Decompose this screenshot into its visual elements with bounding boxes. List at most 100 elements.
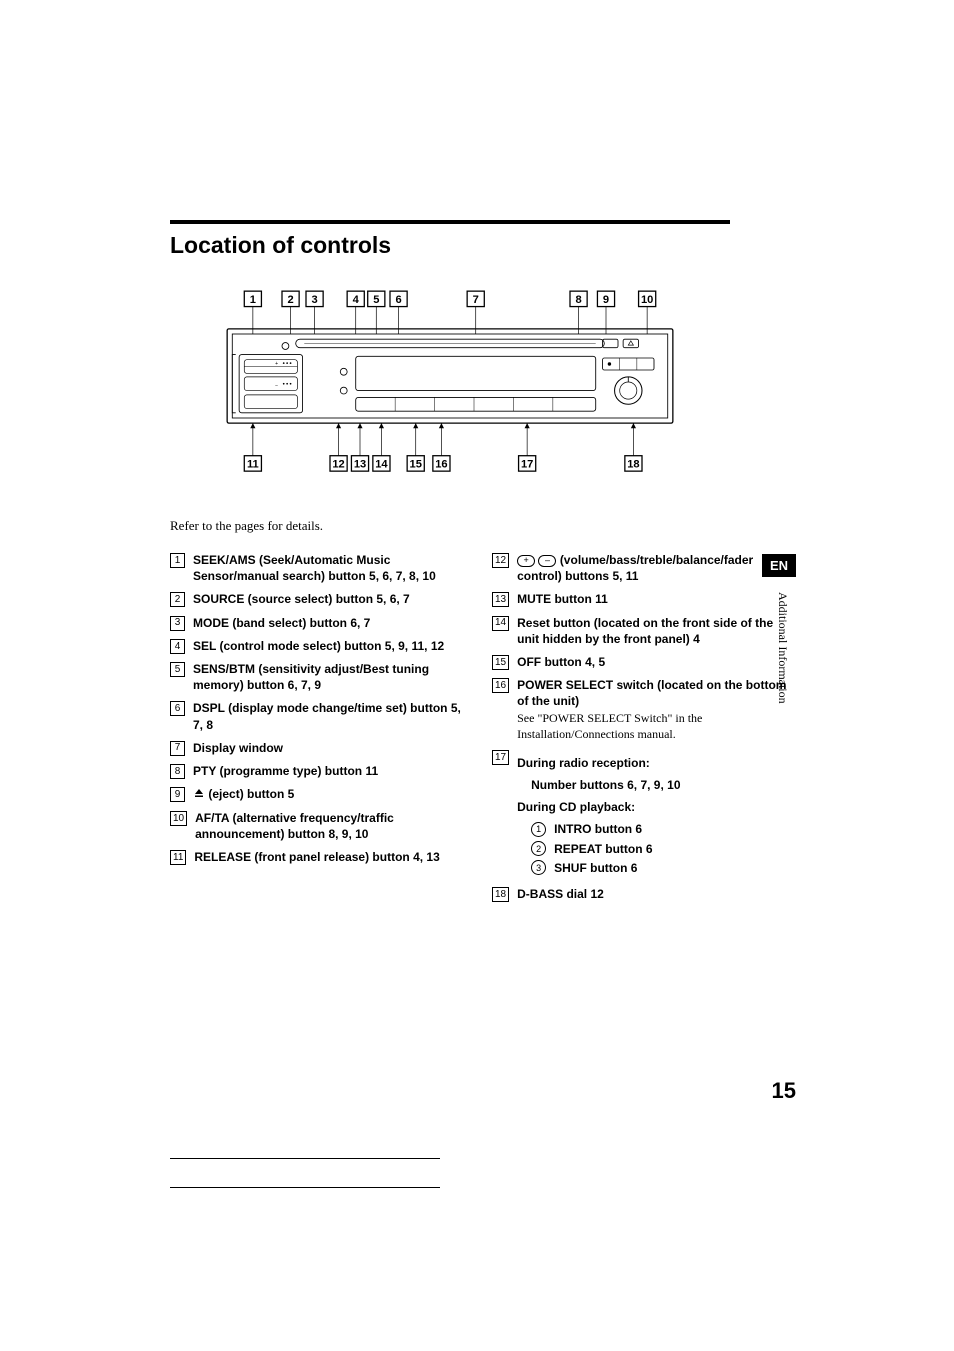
item-label: (eject) button 5 [208, 787, 294, 801]
callout-number: 3 [170, 616, 185, 631]
control-item-7: 7 Display window [170, 740, 468, 756]
callout-number: 16 [492, 678, 509, 693]
left-column: 1 SEEK/AMS (Seek/Automatic Music Sensor/m… [170, 552, 468, 909]
item-label: SENS/BTM (sensitivity adjust/Best tuning… [193, 662, 429, 692]
svg-text:14: 14 [375, 459, 388, 471]
sub-item: 3 SHUF button 6 [531, 860, 790, 876]
svg-text:16: 16 [435, 459, 447, 471]
control-item-6: 6 DSPL (display mode change/time set) but… [170, 700, 468, 732]
item-label: Reset button (located on the front side … [517, 616, 773, 646]
controls-diagram: 12345678910 + − [210, 287, 770, 482]
circle-number: 3 [531, 860, 546, 875]
svg-text:4: 4 [353, 294, 360, 306]
language-tab: EN [762, 554, 796, 577]
minus-icon: – [538, 555, 556, 567]
svg-text:5: 5 [373, 294, 379, 306]
item-body: During radio reception:Number buttons 6,… [517, 749, 790, 879]
item-body: + – (volume/bass/treble/balance/fader co… [517, 552, 790, 584]
svg-text:7: 7 [473, 294, 479, 306]
item-body: RELEASE (front panel release) button 4, … [194, 849, 468, 865]
callout-number: 17 [492, 750, 509, 765]
item-label: D-BASS dial 12 [517, 887, 604, 901]
item-body: SOURCE (source select) button 5, 6, 7 [193, 591, 468, 607]
callout-number: 4 [170, 639, 185, 654]
section-label: Additional Information [775, 592, 790, 704]
callout-number: 11 [170, 850, 186, 865]
intro-text: Refer to the pages for details. [170, 518, 790, 534]
eject-icon [193, 787, 205, 803]
svg-text:12: 12 [332, 459, 344, 471]
item-body: D-BASS dial 12 [517, 886, 790, 902]
section-rule [170, 220, 730, 224]
svg-text:+: + [275, 361, 278, 367]
svg-text:2: 2 [287, 294, 293, 306]
item-body: Reset button (located on the front side … [517, 615, 790, 647]
item-label: PTY (programme type) button 11 [193, 764, 378, 778]
callout-number: 12 [492, 553, 509, 568]
control-item-2: 2 SOURCE (source select) button 5, 6, 7 [170, 591, 468, 607]
item-body: AF/TA (alternative frequency/traffic ann… [195, 810, 468, 842]
page-number: 15 [772, 1078, 796, 1104]
control-item-3: 3 MODE (band select) button 6, 7 [170, 615, 468, 631]
item-note: See "POWER SELECT Switch" in the Install… [517, 710, 790, 742]
plus-icon: + [517, 555, 535, 567]
svg-text:15: 15 [410, 459, 422, 471]
item-body: OFF button 4, 5 [517, 654, 790, 670]
control-item-13: 13MUTE button 11 [492, 591, 790, 607]
item-body: MODE (band select) button 6, 7 [193, 615, 468, 631]
item-label: MUTE button 11 [517, 592, 608, 606]
svg-text:6: 6 [395, 294, 401, 306]
callout-number: 7 [170, 741, 185, 756]
callout-number: 2 [170, 592, 185, 607]
item-body: POWER SELECT switch (located on the bott… [517, 677, 790, 742]
sub-item: 1INTRO button 6 [531, 821, 790, 837]
svg-text:13: 13 [354, 459, 366, 471]
control-item-18: 18 D-BASS dial 12 [492, 886, 790, 902]
control-item-4: 4 SEL (control mode select) button 5, 9, … [170, 638, 468, 654]
svg-text:9: 9 [603, 294, 609, 306]
svg-text:1: 1 [250, 294, 256, 306]
control-item-17: 17 During radio reception:Number buttons … [492, 749, 790, 879]
item-label: RELEASE (front panel release) button 4, … [194, 850, 439, 864]
item-body: SEEK/AMS (Seek/Automatic Music Sensor/ma… [193, 552, 468, 584]
callout-number: 10 [170, 811, 187, 826]
control-item-14: 14Reset button (located on the front sid… [492, 615, 790, 647]
sub-item-label: SHUF button 6 [554, 860, 637, 876]
control-item-11: 11 RELEASE (front panel release) button 4… [170, 849, 468, 865]
item-body: SEL (control mode select) button 5, 9, 1… [193, 638, 468, 654]
callout-number: 18 [492, 887, 509, 902]
control-item-15: 15 OFF button 4, 5 [492, 654, 790, 670]
control-item-16: 16 POWER SELECT switch (located on the bo… [492, 677, 790, 742]
item-body: (eject) button 5 [193, 786, 468, 803]
svg-text:11: 11 [247, 459, 259, 471]
control-item-8: 8PTY (programme type) button 11 [170, 763, 468, 779]
svg-text:10: 10 [641, 294, 653, 306]
callout-number: 1 [170, 553, 185, 568]
circle-number: 2 [531, 841, 546, 856]
item-label: POWER SELECT switch (located on the bott… [517, 678, 786, 708]
item-label: SOURCE (source select) button 5, 6, 7 [193, 592, 410, 606]
item-body: PTY (programme type) button 11 [193, 763, 468, 779]
svg-text:3: 3 [311, 294, 317, 306]
sub-item-label: REPEAT button 6 [554, 841, 652, 857]
item-body: DSPL (display mode change/time set) butt… [193, 700, 468, 732]
callout-number: 6 [170, 701, 185, 716]
svg-text:18: 18 [627, 459, 639, 471]
control-item-12: 12 + – (volume/bass/treble/balance/fader … [492, 552, 790, 584]
item-label: SEL (control mode select) button 5, 9, 1… [193, 639, 444, 653]
control-item-1: 1 SEEK/AMS (Seek/Automatic Music Sensor/m… [170, 552, 468, 584]
control-item-9: 9 (eject) button 5 [170, 786, 468, 803]
footer-rules [170, 1158, 440, 1216]
item-label: MODE (band select) button 6, 7 [193, 616, 370, 630]
item-body: MUTE button 11 [517, 591, 790, 607]
svg-text:17: 17 [521, 459, 533, 471]
sub-item-label: INTRO button 6 [554, 821, 642, 837]
sub-item: 2 REPEAT button 6 [531, 841, 790, 857]
control-item-5: 5 SENS/BTM (sensitivity adjust/Best tunin… [170, 661, 468, 693]
item-label: OFF button 4, 5 [517, 655, 605, 669]
callout-number: 5 [170, 662, 185, 677]
item-label: Display window [193, 741, 283, 755]
control-item-10: 10 AF/TA (alternative frequency/traffic a… [170, 810, 468, 842]
page-title: Location of controls [170, 232, 790, 259]
callout-number: 15 [492, 655, 509, 670]
